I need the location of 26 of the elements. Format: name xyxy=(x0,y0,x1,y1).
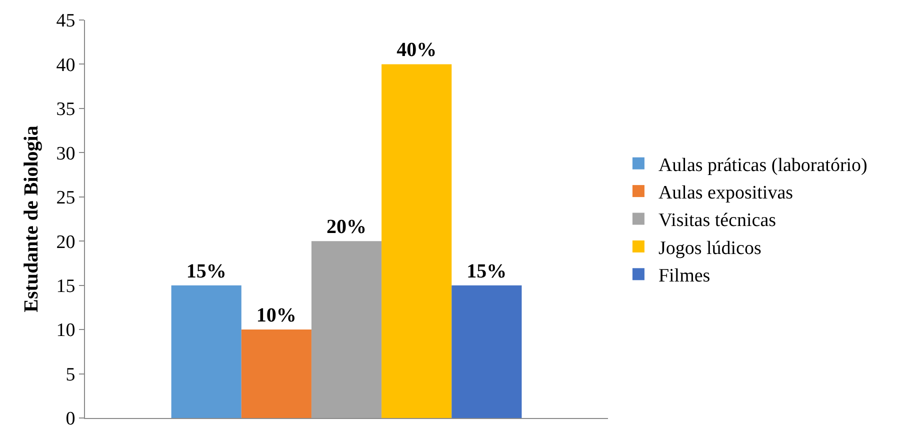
data-label: 15% xyxy=(186,260,226,282)
y-tick-label: 15 xyxy=(56,276,76,297)
legend-label: Filmes xyxy=(658,266,710,287)
bar xyxy=(171,285,242,418)
y-tick-label: 5 xyxy=(66,364,76,386)
data-label: 40% xyxy=(396,39,437,62)
y-tick-label: 30 xyxy=(56,143,76,164)
legend-label: Aulas expositivas xyxy=(658,182,794,204)
data-label: 15% xyxy=(466,260,507,282)
y-axis-title: Estudante de Biologia xyxy=(20,126,43,312)
y-tick-label: 10 xyxy=(56,320,76,342)
bar xyxy=(241,330,312,418)
legend-label: Aulas práticas (laboratório) xyxy=(658,154,868,176)
legend-label: Jogos lúdicos xyxy=(658,238,762,259)
y-tick-label: 0 xyxy=(66,408,76,430)
y-tick-label: 35 xyxy=(56,99,76,120)
y-tick-label: 20 xyxy=(56,232,76,253)
bar xyxy=(382,64,452,418)
legend-label: Visitas técnicas xyxy=(658,210,776,232)
y-tick-label: 25 xyxy=(56,188,76,209)
y-tick-label: 40 xyxy=(56,54,76,76)
data-label: 10% xyxy=(256,304,296,327)
data-label: 20% xyxy=(326,216,366,238)
bar xyxy=(452,285,522,418)
y-tick-label: 45 xyxy=(56,10,76,32)
bar xyxy=(311,241,382,418)
